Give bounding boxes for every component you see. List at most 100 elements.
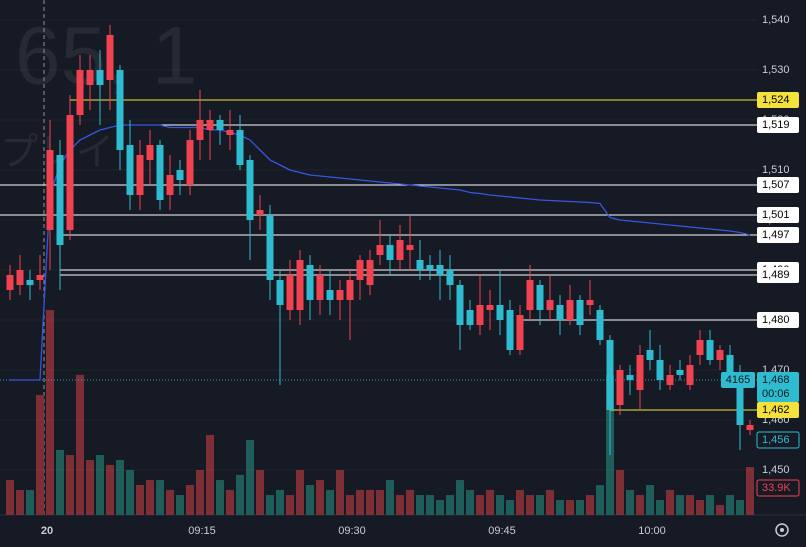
candle-body [326,290,334,300]
candle-body [126,145,134,195]
volume-bar [326,489,334,515]
candle-body [346,280,354,300]
candle-body [606,340,614,410]
volume-bar [236,474,244,515]
candle-body [456,285,464,325]
candle-body [516,315,524,350]
candle-body [446,270,454,285]
volume-bar [686,495,694,515]
candle-body [306,265,314,300]
candle-body [26,280,34,285]
candle-body [56,155,64,245]
price-label-box [757,227,799,243]
volume-bar [416,495,424,515]
candle-body [36,275,44,280]
volume-layer [6,309,754,515]
volume-bar [6,480,14,515]
volume-bar [596,485,604,515]
candle-body [656,360,664,380]
volume-bar [306,485,314,515]
volume-bar [286,495,294,515]
candle-body [46,150,54,230]
countdown: 00:06 [762,388,790,400]
candle-body [246,160,254,220]
volume-bar [316,480,324,515]
volume-bar [556,500,564,515]
volume-bar [296,470,304,515]
volume-bar [56,449,64,515]
volume-bar [336,470,344,515]
volume-bar [86,459,94,515]
volume-bar [166,489,174,515]
x-tick-label: 09:30 [338,525,366,537]
candle-body [336,290,344,300]
volume-bar [366,489,374,515]
volume-bar [266,495,274,515]
volume-bar [126,470,134,515]
candle-body [186,140,194,185]
price-line-layer [0,99,757,411]
candle-body [586,300,594,305]
candle-body [146,145,154,160]
candle-body [466,310,474,325]
volume-bar [496,495,504,515]
volume-bar [26,489,34,515]
candle-body [676,370,684,375]
y-tick-label: 1,510 [762,164,790,176]
volume-bar [156,480,164,515]
candle-body [166,175,174,195]
candle-body [406,245,414,250]
volume-bar [196,470,204,515]
volume-label-box [756,479,800,497]
volume-bar [16,489,24,515]
x-tick-label: 09:15 [188,525,216,537]
candle-body [286,275,294,310]
candle-body [436,265,444,275]
volume-bar [676,495,684,515]
y-tick-label: 1,530 [762,64,790,76]
candle-body [316,275,324,300]
volume-bar [716,504,724,515]
candle-body [396,240,404,260]
tag: 4165 [726,374,750,386]
candle-body [156,145,164,200]
candle-body [736,375,744,425]
volume-bar [476,495,484,515]
candle-body [476,305,484,325]
candle-body [6,275,14,290]
candle-body [216,120,224,130]
price-label: 1,497 [762,229,790,241]
price-label: 1,462 [762,404,790,416]
price-label-box [757,207,799,223]
candle-body [646,350,654,360]
volume-bar [546,489,554,515]
volume-bar [536,495,544,515]
candle-body [276,280,284,305]
volume-bar [426,495,434,515]
candle-body [556,305,564,320]
candle-body [86,70,94,85]
price-label: 1,468 [762,374,790,386]
volume-bar [96,455,104,515]
candle-body [386,245,394,260]
price-label-box [757,267,799,283]
price-label-box [757,177,799,193]
volume-bar [346,495,354,515]
volume-bar [746,467,754,515]
volume-bar [446,495,454,515]
watermark: 65, 1 [15,11,197,102]
volume-bar [206,434,214,515]
volume-bar [486,489,494,515]
candle-body [686,365,694,385]
settings-icon[interactable] [775,523,789,537]
candle-body [576,300,584,325]
volume-bar [706,495,714,515]
candle-body [16,270,24,285]
volume-bar [656,500,664,515]
volume-bar [106,464,114,515]
candle-body [236,130,244,165]
candle-body [106,35,114,80]
price-label-box [757,402,799,418]
